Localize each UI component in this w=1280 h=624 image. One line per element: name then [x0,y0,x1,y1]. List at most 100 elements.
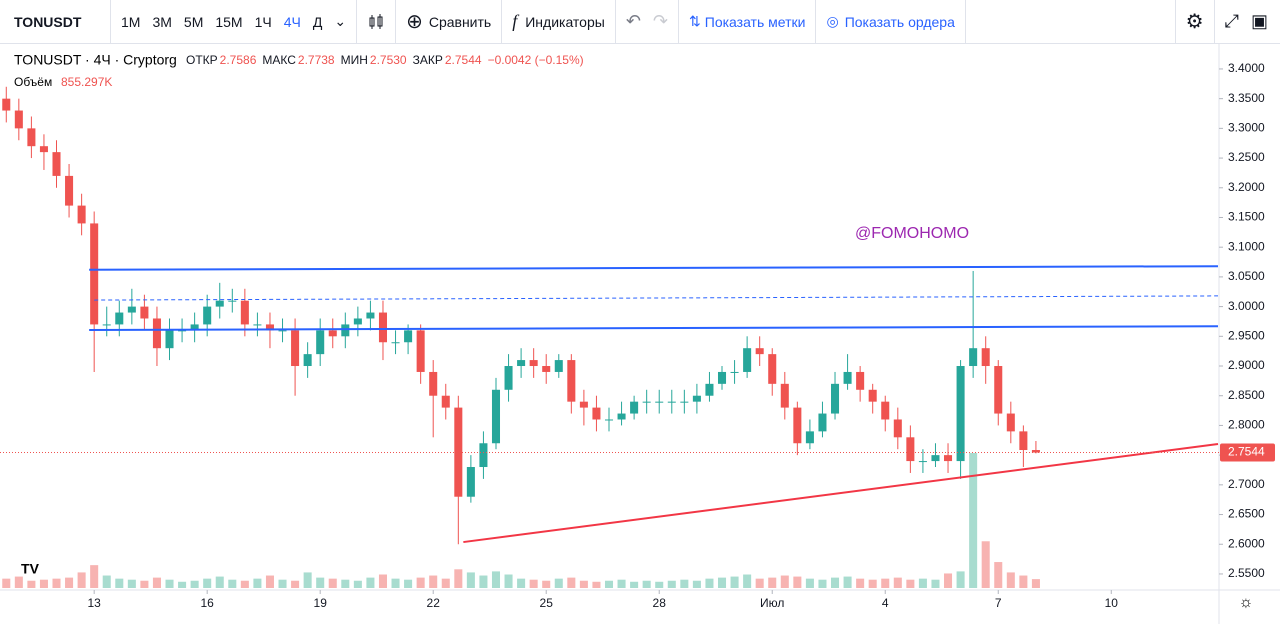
candle-body [1031,450,1040,453]
volume-bar [77,572,86,588]
volume-bar [291,580,300,588]
volume-bar [228,579,237,588]
separator [395,0,397,44]
volume-bar [705,578,714,588]
screenshot[interactable]: ▣ [1250,11,1268,31]
redo[interactable]: ↷ [652,11,669,31]
candle-body [178,330,187,332]
interval[interactable]: 3М [152,13,172,30]
dropdown[interactable]: ⌄ [334,13,347,29]
show-orders-label: Показать ордера [844,13,955,30]
candle-body [228,300,237,302]
candle-body [617,413,626,420]
volume-bar [391,578,400,588]
symbol[interactable]: TONUSDT [14,13,82,30]
candle-body [265,324,274,331]
candle-body [956,366,965,462]
candle-body [743,348,752,372]
volume-bar [969,453,978,588]
fullscreen[interactable]: ⤢ [1224,11,1239,31]
y-tick-label: 3.1500 [1228,210,1265,224]
candle-body [65,175,74,206]
volume-bar [240,580,249,588]
volume-bar [39,579,48,588]
y-tick-label: 3.0000 [1228,299,1265,313]
volume-bar [303,572,312,588]
indicators-button[interactable]: f Индикаторы [512,11,605,31]
volume-bar [893,577,902,588]
trend-line [94,295,1219,301]
volume-label: Объём [14,75,52,89]
interval[interactable]: 15М [215,13,243,30]
interval[interactable]: 4Ч [283,13,301,30]
volume-bar [115,578,124,588]
undo[interactable]: ↶ [625,11,641,31]
volume-bar [178,581,187,588]
x-tick-label: 28 [653,596,667,610]
ohlc-value: 2.7586 [220,53,257,67]
volume-bar [692,580,701,588]
volume-bar [944,573,953,588]
candle-body [831,383,840,414]
candle-body [27,128,36,147]
settings-icon[interactable]: ☼ [1239,594,1254,611]
candle-body [868,389,877,402]
volume-bar [52,578,61,588]
volume-bar [2,578,11,588]
candle-body [466,467,475,497]
y-tick-label: 2.5500 [1228,566,1265,580]
trend-line [463,443,1219,544]
candle-body [115,312,124,325]
candle-body [441,395,450,408]
candle-body [127,306,136,313]
candle-body [969,348,978,367]
volume-bar [579,580,588,588]
volume-bar [818,579,827,588]
volume-value: 855.297K [61,75,112,89]
candle-body [491,389,501,444]
volume-bar [918,578,927,588]
interval[interactable]: 5М [183,13,204,30]
volume-bar [165,579,174,588]
volume-bar [466,572,475,588]
candle-body [692,395,701,402]
show-orders-button[interactable]: ◎ Показать ордера [826,13,955,30]
candle-body [780,383,789,408]
volume-bar [793,576,802,588]
volume-bar [102,575,111,588]
interval[interactable]: 1Ч [254,13,272,30]
interval[interactable]: 1М [121,13,141,30]
toolbar: TONUSDT 1М 3М 5М 15М 1Ч 4Ч Д ⌄ ⊕ Сравнить f Инди… [0,0,1280,44]
candle-body [579,401,588,408]
intervals: 1М 3М 5М 15М 1Ч 4Ч Д [115,0,328,44]
x-tick-label: 16 [201,596,215,610]
volume-bar [140,580,149,588]
settings[interactable]: ⚙ [1185,11,1204,33]
compare-button[interactable]: ⊕ Сравнить [406,11,492,33]
volume-bar [630,581,639,588]
candle-body [378,312,387,343]
chart-type[interactable] [361,0,391,44]
candle-body [328,330,337,337]
interval[interactable]: Д [312,13,323,30]
volume-bar [454,569,463,588]
candle-body [542,366,551,372]
candle-body [705,383,714,396]
volume-bar [353,580,362,588]
volume-bar [881,578,890,588]
change: −0.0042 (−0.15%) [488,53,584,67]
y-tick-label: 3.1000 [1228,239,1265,253]
candle-body [630,401,639,414]
volume-bar [491,571,501,588]
volume-bar [341,579,350,588]
candle-body [680,401,689,403]
separator [678,0,680,44]
y-tick-label: 3.0500 [1228,269,1265,283]
candle-body [102,324,111,326]
candle-body [353,318,362,325]
volume-bar [1031,579,1040,588]
volume-bar [542,580,551,588]
show-marks-button[interactable]: ⇅ Показать метки [689,13,806,30]
candle-body [14,110,23,129]
volume-bar [27,580,36,588]
